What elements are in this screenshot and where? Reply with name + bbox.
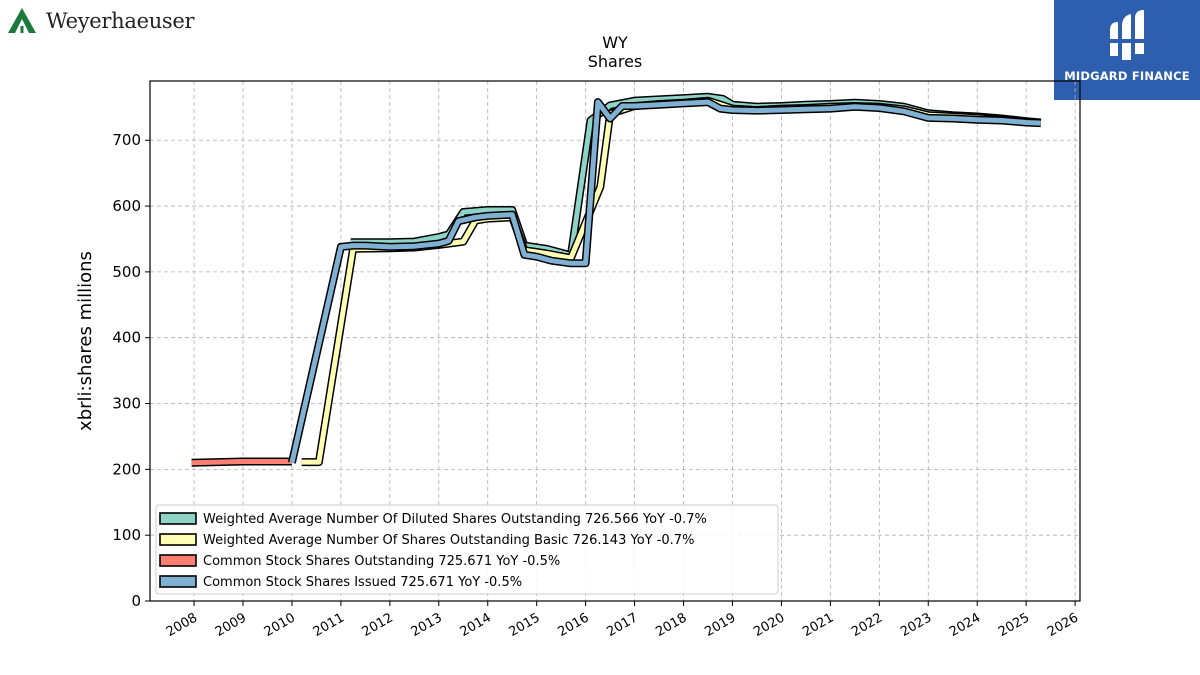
legend-item: Weighted Average Number Of Shares Outsta… (159, 533, 694, 548)
legend-item: Common Stock Shares Issued 725.671 YoY -… (159, 575, 522, 590)
x-tick-label: 2008 (164, 610, 200, 640)
x-tick-label: 2018 (653, 610, 689, 640)
x-tick-label: 2017 (604, 610, 640, 640)
brand-logo: Weyerhaeuser (6, 6, 195, 36)
series-stroke (289, 99, 1041, 464)
chart-subtitle: Shares (588, 52, 643, 71)
x-tick-label: 2015 (507, 610, 543, 640)
legend-item: Weighted Average Number Of Diluted Share… (159, 512, 707, 527)
x-tick-label: 2012 (360, 610, 396, 640)
y-tick-label: 600 (112, 197, 141, 215)
legend-swatch (159, 512, 197, 525)
x-tick-label: 2022 (849, 610, 885, 640)
legend-label: Weighted Average Number Of Diluted Share… (203, 512, 707, 527)
tree-icon (8, 8, 36, 33)
legend-swatch (159, 554, 197, 567)
legend: Weighted Average Number Of Diluted Share… (155, 504, 779, 595)
x-tick-label: 2011 (311, 610, 347, 640)
x-tick-label: 2013 (409, 610, 445, 640)
x-axis: 2008 2009 2010 2011 2012 2013 2014 2015 2016 2017… (164, 601, 1081, 640)
x-tick-label: 2019 (702, 610, 738, 640)
x-tick-label: 2014 (458, 610, 494, 640)
y-axis-label: xbrli:shares millions (75, 251, 96, 431)
y-tick-label: 300 (112, 395, 141, 413)
y-tick-label: 700 (112, 131, 141, 149)
legend-label: Weighted Average Number Of Shares Outsta… (203, 533, 694, 548)
y-tick-label: 200 (112, 460, 141, 478)
x-tick-label: 2021 (800, 610, 836, 640)
sponsor-name: MIDGARD FINANCE (1064, 69, 1190, 83)
y-tick-label: 0 (131, 592, 141, 610)
x-tick-label: 2023 (898, 610, 934, 640)
legend-swatch (159, 533, 197, 546)
chart-title: WY (602, 33, 628, 52)
series-line (287, 98, 1041, 464)
series-line (301, 96, 1042, 467)
x-tick-label: 2025 (996, 610, 1032, 640)
x-tick-label: 2026 (1045, 610, 1081, 640)
legend-swatch (159, 575, 197, 588)
sponsor-badge: MIDGARD FINANCE (1054, 0, 1200, 100)
y-axis: 0 100 200 300 400 500 600 700 (112, 131, 150, 610)
series-line (191, 457, 292, 467)
series-layer (191, 92, 1042, 467)
x-tick-label: 2009 (213, 610, 249, 640)
x-tick-label: 2010 (262, 610, 298, 640)
x-tick-label: 2024 (947, 610, 983, 640)
y-tick-label: 500 (112, 263, 141, 281)
y-tick-label: 400 (112, 329, 141, 347)
x-tick-label: 2020 (751, 610, 787, 640)
brand-name: Weyerhaeuser (46, 9, 195, 33)
x-tick-label: 2016 (555, 610, 591, 640)
y-tick-label: 100 (112, 526, 141, 544)
series-stroke (301, 98, 1042, 465)
plot-frame (149, 80, 1081, 602)
legend-label: Common Stock Shares Issued 725.671 YoY -… (203, 575, 522, 590)
series-outline (287, 98, 1041, 464)
series-outline (301, 96, 1042, 467)
legend-item: Common Stock Shares Outstanding 725.671 … (159, 554, 560, 569)
legend-frame (155, 504, 779, 595)
midgard-monogram-icon (1108, 10, 1146, 60)
series-stroke (191, 459, 292, 466)
legend-label: Common Stock Shares Outstanding 725.671 … (203, 554, 560, 569)
